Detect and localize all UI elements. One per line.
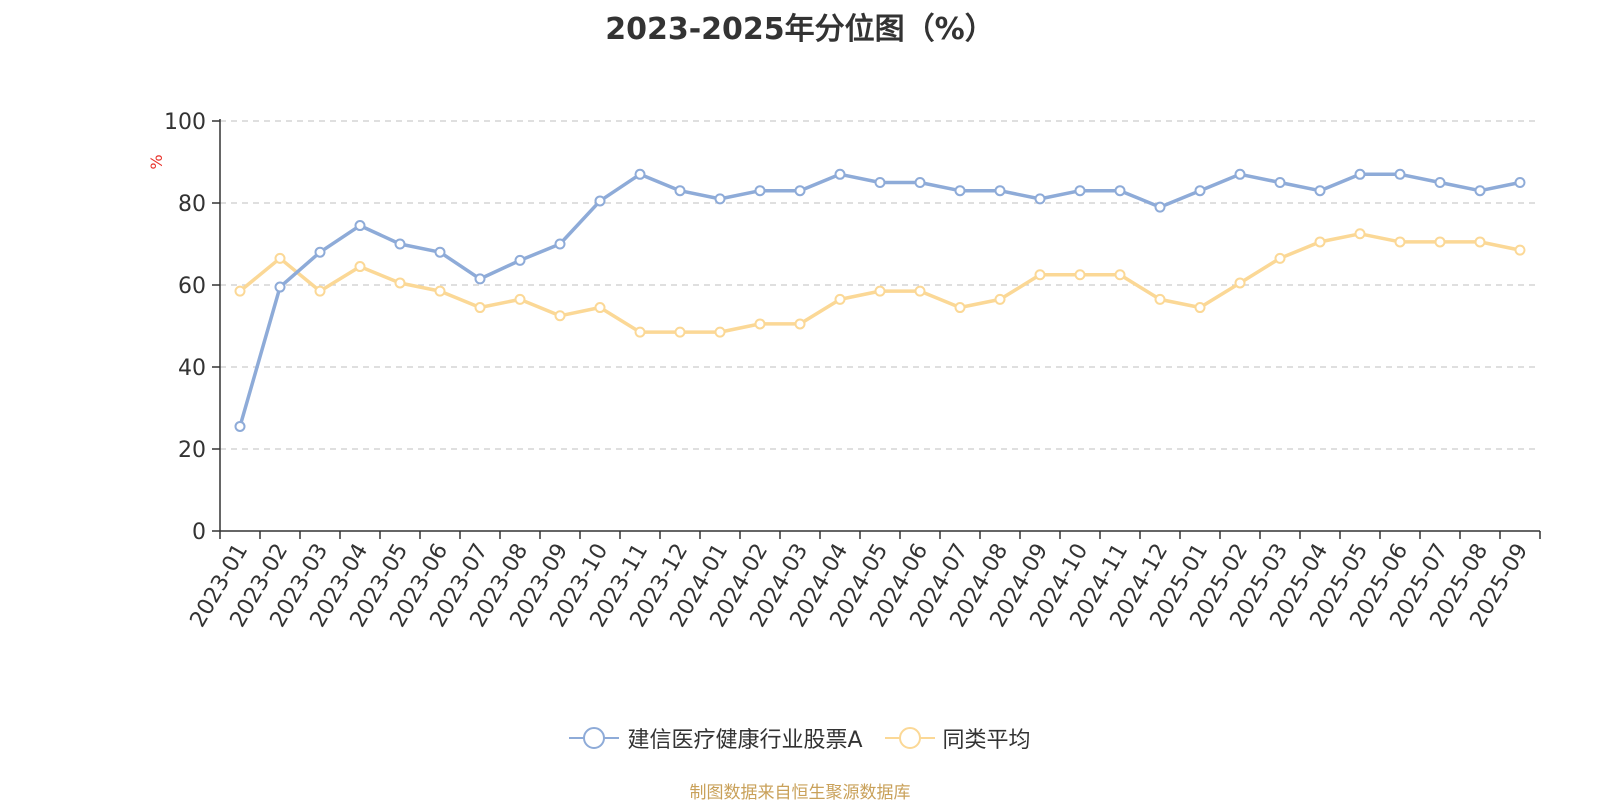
- data-point-series-0[interactable]: [554, 238, 566, 250]
- data-point-series-1[interactable]: [634, 326, 646, 338]
- data-point-series-1[interactable]: [434, 285, 446, 297]
- data-point-series-1[interactable]: [594, 302, 606, 314]
- data-point-series-0[interactable]: [474, 273, 486, 285]
- data-point-series-1[interactable]: [314, 285, 326, 297]
- data-point-series-1[interactable]: [514, 293, 526, 305]
- data-point-series-1[interactable]: [1274, 252, 1286, 264]
- legend-symbol-fund: [569, 725, 620, 751]
- legend-label-fund: 建信医疗健康行业股票A: [627, 728, 863, 753]
- data-point-series-1[interactable]: [714, 326, 726, 338]
- data-point-series-0[interactable]: [394, 238, 406, 250]
- data-point-series-0[interactable]: [1314, 185, 1326, 197]
- data-point-series-1[interactable]: [754, 318, 766, 330]
- chart-title: 2023-2025年分位图（%）: [605, 12, 995, 47]
- legend-label-average: 同类平均: [942, 728, 1031, 753]
- data-point-series-0[interactable]: [1074, 185, 1086, 197]
- data-point-series-1[interactable]: [1114, 269, 1126, 281]
- data-point-series-0[interactable]: [1514, 177, 1526, 188]
- data-point-series-1[interactable]: [1394, 236, 1406, 248]
- data-point-series-1[interactable]: [1514, 244, 1526, 256]
- data-point-series-0[interactable]: [1274, 177, 1286, 188]
- y-tick-label: 0: [192, 520, 206, 545]
- y-axis-label: %: [147, 154, 166, 169]
- data-point-series-0[interactable]: [434, 246, 446, 258]
- data-point-series-1[interactable]: [394, 277, 406, 289]
- legend-item-average[interactable]: 同类平均: [884, 722, 1031, 754]
- y-tick-label: 40: [178, 356, 206, 381]
- data-point-series-0[interactable]: [954, 185, 966, 197]
- data-point-series-1[interactable]: [834, 293, 846, 305]
- data-point-series-1[interactable]: [794, 318, 806, 330]
- data-point-series-0[interactable]: [1114, 185, 1126, 197]
- data-point-series-0[interactable]: [994, 185, 1006, 197]
- data-point-series-1[interactable]: [954, 302, 966, 314]
- y-tick-label: 20: [178, 438, 206, 463]
- data-point-series-1[interactable]: [1074, 269, 1086, 281]
- data-point-series-1[interactable]: [1474, 236, 1486, 248]
- data-point-series-0[interactable]: [1194, 185, 1206, 197]
- data-point-series-0[interactable]: [874, 177, 886, 188]
- data-point-series-1[interactable]: [1194, 302, 1206, 314]
- data-point-series-1[interactable]: [1154, 293, 1166, 305]
- data-point-series-0[interactable]: [1434, 177, 1446, 188]
- data-point-series-1[interactable]: [994, 293, 1006, 305]
- data-point-series-1[interactable]: [1034, 269, 1046, 281]
- data-point-series-0[interactable]: [1154, 201, 1166, 213]
- data-point-series-1[interactable]: [274, 252, 286, 264]
- data-point-series-1[interactable]: [1314, 236, 1326, 248]
- data-point-series-0[interactable]: [1394, 168, 1406, 180]
- legend-item-fund[interactable]: 建信医疗健康行业股票A: [569, 722, 863, 754]
- data-point-series-1[interactable]: [554, 310, 566, 322]
- source-note: 制图数据来自恒生聚源数据库: [689, 783, 911, 800]
- data-point-series-0[interactable]: [914, 177, 926, 188]
- data-point-series-0[interactable]: [674, 185, 686, 197]
- data-point-series-0[interactable]: [594, 195, 606, 207]
- data-point-series-0[interactable]: [354, 220, 366, 232]
- data-point-series-1[interactable]: [674, 326, 686, 338]
- data-point-series-1[interactable]: [1234, 277, 1246, 289]
- data-point-series-0[interactable]: [314, 246, 326, 258]
- data-point-series-1[interactable]: [474, 302, 486, 314]
- data-point-series-1[interactable]: [234, 285, 246, 297]
- y-tick-label: 80: [178, 192, 206, 217]
- data-point-series-1[interactable]: [874, 285, 886, 297]
- data-point-series-1[interactable]: [1434, 236, 1446, 248]
- data-point-series-0[interactable]: [1234, 168, 1246, 180]
- series-line-0: [238, 172, 1522, 429]
- y-tick-label: 60: [178, 274, 206, 299]
- data-point-series-0[interactable]: [834, 168, 846, 180]
- data-point-series-0[interactable]: [754, 185, 766, 197]
- data-point-series-0[interactable]: [234, 420, 246, 432]
- data-point-series-0[interactable]: [514, 254, 526, 266]
- data-point-series-0[interactable]: [1474, 185, 1486, 197]
- data-point-series-0[interactable]: [714, 193, 726, 205]
- legend-symbol-average: [884, 725, 935, 751]
- data-point-series-0[interactable]: [274, 281, 286, 293]
- data-point-series-0[interactable]: [634, 168, 646, 180]
- series-line-1: [238, 232, 1522, 334]
- data-point-series-0[interactable]: [1354, 168, 1366, 180]
- data-point-series-0[interactable]: [1034, 193, 1046, 205]
- data-point-series-0[interactable]: [794, 185, 806, 197]
- y-tick-label: 100: [164, 110, 206, 135]
- data-point-series-1[interactable]: [1354, 228, 1366, 240]
- legend: 建信医疗健康行业股票A 同类平均: [0, 722, 1600, 754]
- data-point-series-1[interactable]: [354, 261, 366, 273]
- data-point-series-1[interactable]: [914, 285, 926, 297]
